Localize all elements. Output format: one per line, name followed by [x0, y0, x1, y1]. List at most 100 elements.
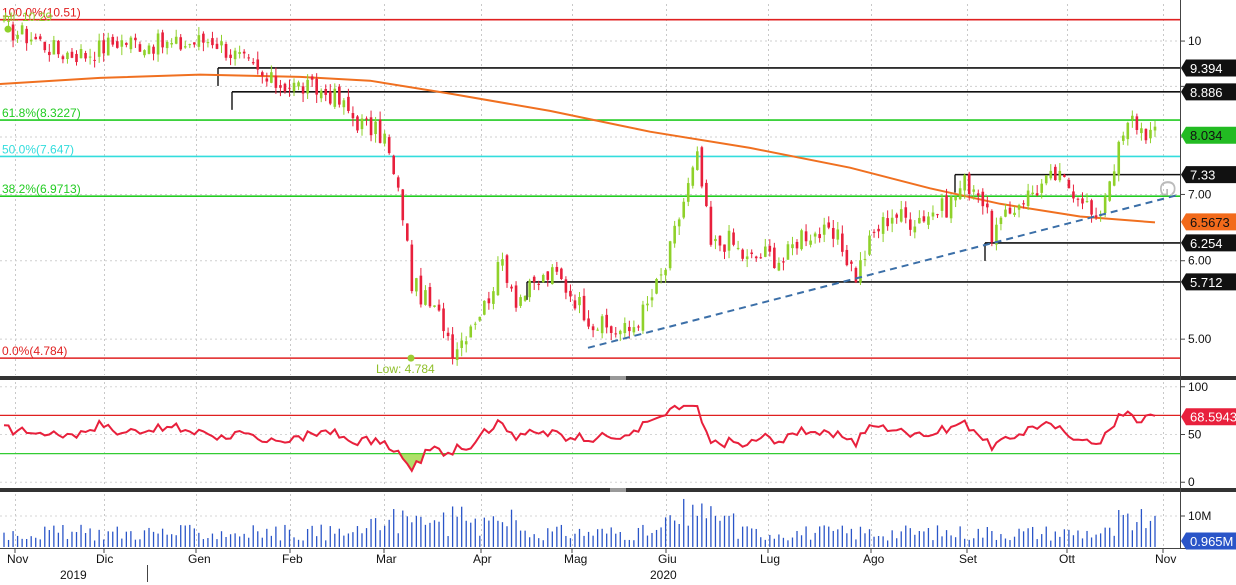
candle-body	[546, 271, 550, 280]
volume-panel	[3, 498, 1156, 547]
candle-body	[904, 207, 908, 218]
candle-body	[908, 219, 912, 230]
candle-body	[202, 33, 205, 43]
price-tag-bg	[1181, 273, 1236, 291]
fib-label: 38.2%(6.9713)	[2, 182, 81, 196]
candle-body	[836, 229, 840, 240]
candle-body	[387, 137, 391, 154]
candle-body	[827, 222, 831, 228]
month-label: Nov	[7, 552, 28, 566]
candle-body	[52, 40, 56, 55]
volume-tick-label: 10M	[1188, 509, 1211, 523]
candle-body	[510, 286, 513, 289]
price-tag: 8.886	[1190, 85, 1223, 100]
candle-body	[718, 235, 722, 246]
candle-body	[691, 167, 695, 186]
candle-body	[233, 50, 237, 60]
candle-body	[1149, 129, 1152, 139]
candle-body	[147, 45, 151, 54]
candle-body	[242, 51, 246, 54]
price-tags: 9.394 8.886 8.034 7.33 6.5673 6.254 5.712 68.59…	[1181, 59, 1236, 550]
time-axis: Nov Dic Gen Feb Mar Apr Mag Giu Lug Ago Set Ott Nov 2…	[7, 548, 1176, 582]
candle-body	[569, 290, 572, 297]
month-label: Dic	[96, 552, 113, 566]
candle-body	[501, 259, 504, 266]
candle-body	[464, 341, 468, 345]
candle-body	[2, 20, 6, 22]
rsi-tag-bg	[1181, 408, 1236, 426]
candle-body	[972, 189, 976, 192]
candle-body	[473, 323, 477, 325]
candle-body	[84, 53, 87, 59]
candle-body	[582, 295, 586, 321]
candle-body	[419, 275, 423, 305]
candle-body	[301, 86, 305, 94]
candle-body	[1144, 128, 1148, 141]
candle-body	[813, 233, 817, 237]
candle-body	[260, 72, 264, 76]
month-label: Feb	[282, 552, 303, 566]
ma-line	[0, 73, 1156, 224]
candle-body	[786, 244, 790, 260]
candle-body	[541, 274, 545, 283]
candle-body	[791, 244, 794, 249]
candle-body	[1049, 170, 1053, 179]
price-tick-label: 10	[1188, 34, 1202, 48]
candle-body	[483, 300, 486, 315]
month-label: Gen	[188, 552, 211, 566]
candle-body	[338, 86, 341, 105]
candle-body	[999, 217, 1003, 225]
candle-body	[1013, 212, 1016, 216]
panel-separators	[0, 0, 1236, 549]
candle-body	[763, 246, 767, 257]
candle-body	[48, 51, 51, 56]
candle-body	[442, 308, 445, 332]
candle-body	[714, 238, 717, 242]
price-tag-bg	[1181, 166, 1236, 184]
candle-body	[102, 40, 105, 54]
price-tag-bg	[1181, 59, 1236, 77]
candle-body	[1008, 207, 1012, 214]
candle-body	[310, 76, 314, 80]
candle-body	[754, 256, 758, 259]
price-tag-bg	[1181, 213, 1236, 231]
candle-body	[220, 41, 223, 46]
candlesticks	[2, 15, 1157, 366]
candle-body	[614, 333, 618, 335]
candle-body	[899, 209, 903, 222]
candle-body	[600, 316, 604, 334]
candle-body	[174, 36, 178, 44]
rsi-tag: 68.5943	[1190, 410, 1236, 425]
candle-body	[152, 46, 155, 54]
candle-body	[895, 214, 899, 218]
candle-body	[623, 323, 627, 334]
candle-body	[206, 42, 210, 44]
candle-body	[342, 100, 346, 108]
candle-body	[986, 203, 989, 208]
candle-body	[677, 219, 681, 227]
candle-body	[165, 41, 169, 49]
volume-tag-bg	[1181, 532, 1236, 550]
rsi-tick-label: 50	[1188, 428, 1202, 442]
candle-body	[29, 39, 33, 42]
candle-body	[1076, 198, 1080, 200]
candle-body	[70, 51, 74, 58]
year-label: 2019	[60, 568, 87, 582]
candle-body	[990, 210, 994, 243]
candle-body	[736, 247, 740, 249]
candle-body	[868, 235, 871, 255]
candle-body	[1072, 191, 1075, 199]
candle-body	[324, 88, 328, 95]
candle-body	[845, 249, 849, 266]
candle-body	[215, 43, 219, 49]
candle-body	[183, 46, 187, 48]
candle-body	[93, 59, 96, 61]
candle-body	[532, 276, 536, 283]
candle-body	[356, 116, 359, 131]
annotations: Hi: 10.29 Low: 4.784 G	[4, 10, 1180, 376]
candle-body	[732, 232, 735, 245]
candle-body	[401, 189, 405, 221]
candle-body	[1112, 171, 1116, 186]
candle-body	[57, 40, 60, 55]
volume-tag: 0.965M	[1190, 534, 1233, 549]
